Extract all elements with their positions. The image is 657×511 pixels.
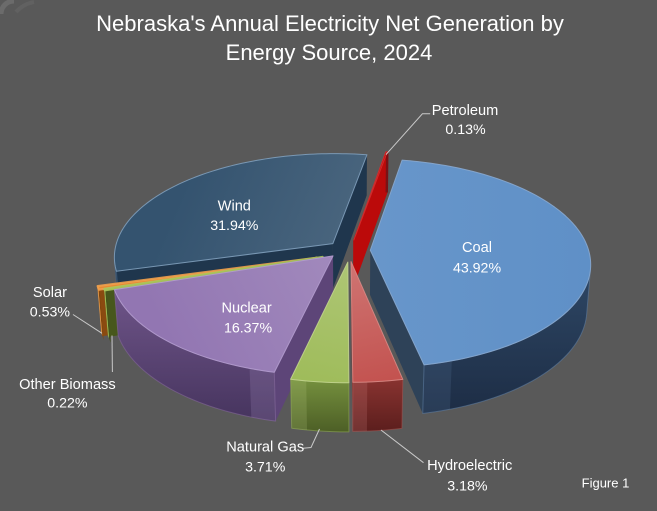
svg-text:31.94%: 31.94% bbox=[210, 218, 259, 234]
svg-text:Nebraska's Annual Electricity: Nebraska's Annual Electricity Net Genera… bbox=[96, 11, 564, 36]
svg-text:Coal: Coal bbox=[462, 240, 492, 256]
svg-text:43.92%: 43.92% bbox=[453, 261, 502, 277]
svg-text:Wind: Wind bbox=[218, 199, 251, 215]
svg-text:3.18%: 3.18% bbox=[447, 479, 488, 495]
svg-text:0.53%: 0.53% bbox=[30, 305, 71, 321]
svg-text:Hydroelectric: Hydroelectric bbox=[427, 458, 512, 474]
svg-text:0.22%: 0.22% bbox=[47, 396, 88, 412]
svg-text:Petroleum: Petroleum bbox=[432, 103, 499, 119]
svg-text:Natural Gas: Natural Gas bbox=[226, 440, 304, 456]
svg-text:Other Biomass: Other Biomass bbox=[19, 377, 116, 393]
svg-text:Figure 1: Figure 1 bbox=[582, 476, 630, 491]
svg-text:16.37%: 16.37% bbox=[224, 321, 273, 337]
svg-text:Energy Source, 2024: Energy Source, 2024 bbox=[226, 40, 433, 65]
svg-text:0.13%: 0.13% bbox=[445, 122, 486, 138]
svg-text:Solar: Solar bbox=[33, 285, 67, 301]
svg-text:3.71%: 3.71% bbox=[245, 460, 286, 476]
svg-text:Nuclear: Nuclear bbox=[221, 301, 271, 317]
